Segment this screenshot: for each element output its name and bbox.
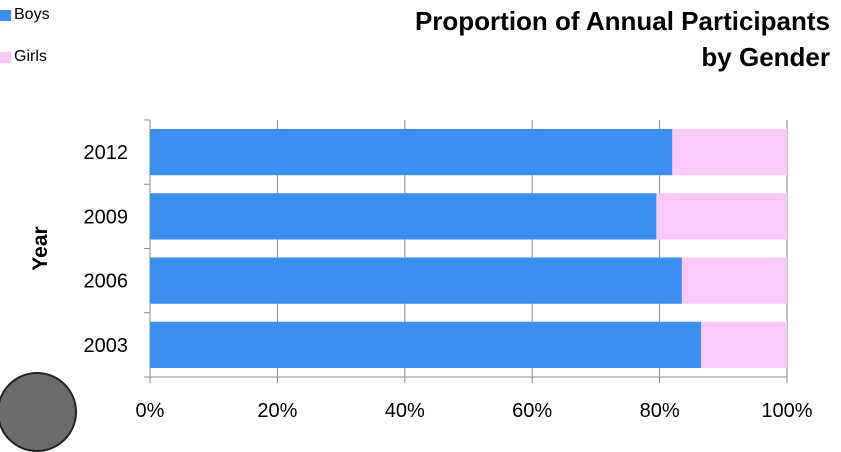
bar-boys-2012	[150, 128, 673, 176]
x-tick-label: 80%	[640, 400, 680, 422]
page-number-badge	[0, 372, 77, 452]
chart-title: Proportion of Annual Participants by Gen…	[270, 3, 830, 75]
y-tick-label: 2006	[84, 271, 129, 293]
legend-label-girls: Girls	[14, 48, 47, 65]
chart-plot: 0% 20% 40% 60% 80% 100% 2012 2009 2006 2003 Year	[29, 119, 813, 422]
x-tick-label: 20%	[257, 400, 297, 422]
x-tick-label: 100%	[761, 400, 812, 422]
bar-boys-2009	[150, 193, 657, 240]
legend-label-boys: Boys	[14, 6, 50, 23]
bar-boys-2006	[150, 257, 682, 304]
bar-girls-2006	[681, 257, 787, 304]
y-axis-title: Year	[29, 226, 52, 270]
chart-title-line-1: Proportion of Annual Participants	[414, 6, 830, 36]
legend-item-girls: Girls	[0, 48, 50, 66]
legend-swatch-girls	[0, 51, 11, 63]
y-tick-label: 2003	[84, 335, 129, 357]
legend-swatch-boys	[0, 9, 11, 21]
bar-girls-2012	[672, 128, 787, 176]
bar-girls-2003	[701, 321, 787, 369]
x-tick-label: 60%	[512, 400, 552, 422]
chart-title-line-2: by Gender	[701, 42, 830, 72]
x-tick-label: 40%	[385, 400, 425, 422]
y-tick-label: 2012	[84, 142, 129, 164]
legend: Boys Girls	[0, 6, 50, 90]
y-tick-label: 2009	[84, 206, 129, 228]
legend-item-boys: Boys	[0, 6, 50, 24]
bar-girls-2009	[656, 193, 787, 240]
x-tick-label: 0%	[136, 400, 165, 422]
bar-boys-2003	[150, 321, 702, 369]
